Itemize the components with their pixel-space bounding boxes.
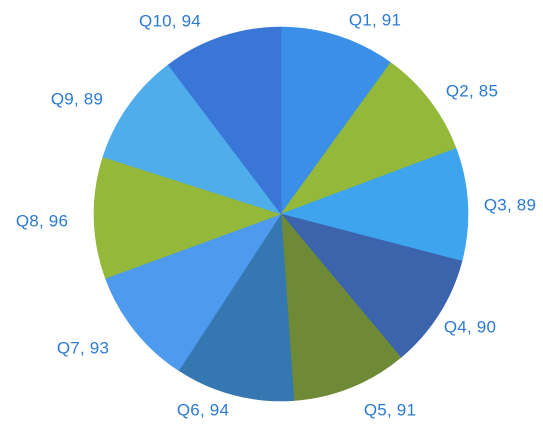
pie-label-q10: Q10, 94 xyxy=(139,11,201,30)
pie-label-q6: Q6, 94 xyxy=(177,400,229,419)
pie-label-q2: Q2, 85 xyxy=(446,81,498,100)
pie-slice-q1 xyxy=(280,26,392,215)
pie-labels: Q1, 91 Q2, 85 Q3, 89 Q4, 90 Q5, 91 Q6, 94 Q7, … xyxy=(16,10,536,419)
pie-slice-q10 xyxy=(167,26,282,215)
pie-slice-q8 xyxy=(93,156,282,279)
pie-label-q4: Q4, 90 xyxy=(444,317,496,336)
pie-slice-q6 xyxy=(178,213,295,402)
pie-label-q9: Q9, 89 xyxy=(51,89,103,108)
pie-slice-q5 xyxy=(280,213,402,401)
pie-slice-q9 xyxy=(102,64,282,215)
pie-slices xyxy=(93,26,469,402)
pie-slice-q2 xyxy=(280,62,457,215)
pie-label-q3: Q3, 89 xyxy=(484,195,536,214)
pie-slice-q3 xyxy=(280,148,469,262)
pie-label-q7: Q7, 93 xyxy=(57,338,109,357)
pie-slice-q7 xyxy=(105,213,282,371)
pie-label-q8: Q8, 96 xyxy=(16,211,68,230)
pie-label-q5: Q5, 91 xyxy=(364,400,416,419)
pie-slice-q4 xyxy=(280,213,463,358)
pie-label-q1: Q1, 91 xyxy=(349,10,401,29)
